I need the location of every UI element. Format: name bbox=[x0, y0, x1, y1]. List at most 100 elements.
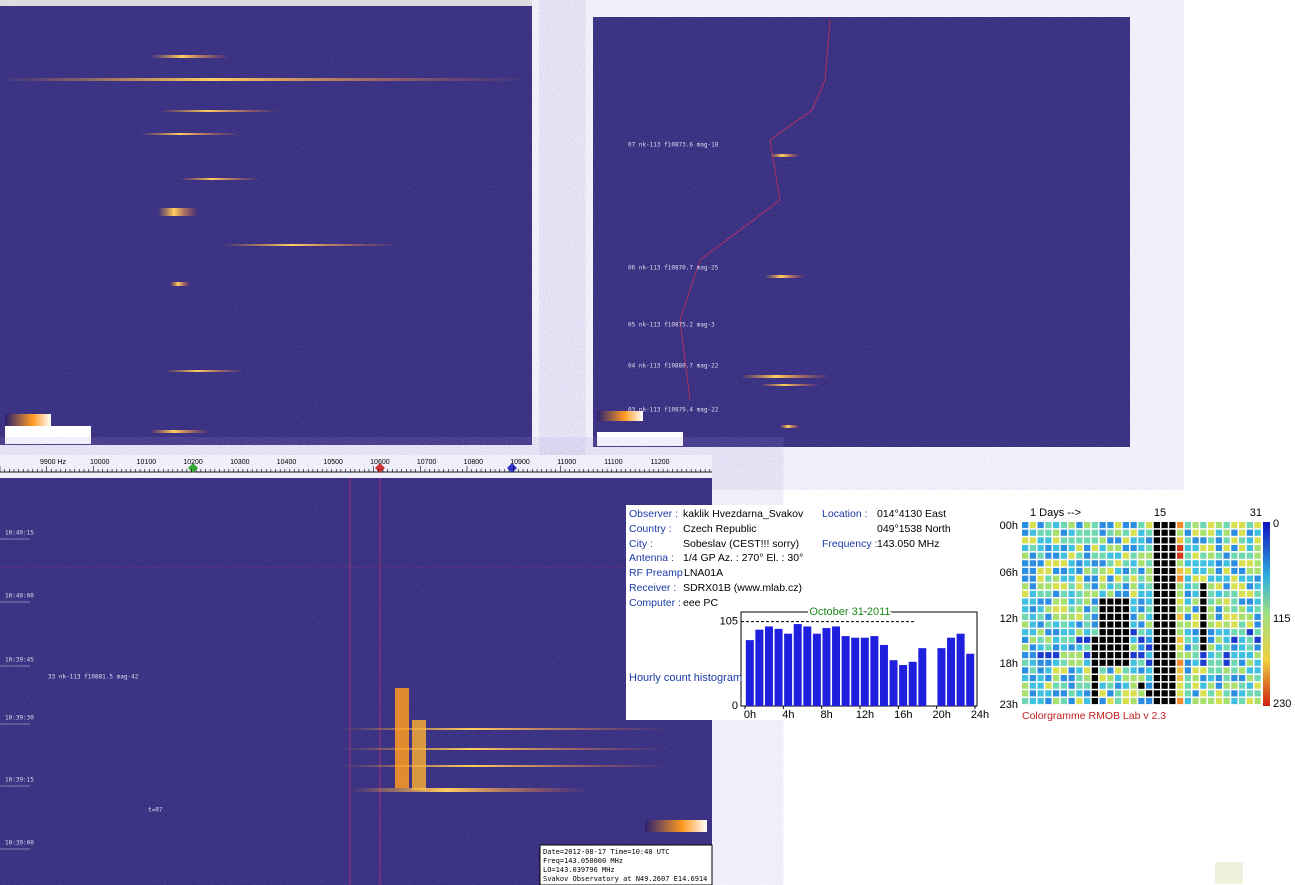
cell bbox=[1231, 660, 1237, 666]
cell bbox=[1061, 522, 1067, 528]
cell bbox=[1239, 690, 1245, 696]
footer-line: Date=2012-08-17 Time=10:40 UTC bbox=[543, 848, 669, 856]
cell bbox=[1208, 576, 1214, 582]
annotation: 07 nk-113 f10873.6 mag-18 bbox=[628, 142, 719, 149]
cell bbox=[1162, 522, 1168, 528]
annotation: 05 nk-113 f10875.2 mag-3 bbox=[628, 322, 715, 329]
cell bbox=[1216, 660, 1222, 666]
cell bbox=[1138, 568, 1144, 574]
annotation: 03 nk-113 f10879.4 mag-22 bbox=[628, 407, 719, 414]
cell bbox=[1131, 591, 1137, 597]
cell bbox=[1069, 537, 1075, 543]
field-value: 143.050 MHz bbox=[877, 538, 939, 550]
cell bbox=[1115, 660, 1121, 666]
cell bbox=[1092, 568, 1098, 574]
cell bbox=[1247, 698, 1253, 704]
cell bbox=[1131, 675, 1137, 681]
cell bbox=[1255, 568, 1261, 574]
time-label: 10:39:15 bbox=[5, 777, 34, 784]
cell bbox=[1255, 560, 1261, 566]
cell bbox=[1069, 629, 1075, 635]
bar bbox=[947, 638, 955, 706]
cell bbox=[1107, 614, 1113, 620]
cell bbox=[1069, 621, 1075, 627]
cell bbox=[1069, 683, 1075, 689]
cell bbox=[1107, 599, 1113, 605]
cell bbox=[1185, 614, 1191, 620]
cell bbox=[1185, 621, 1191, 627]
cell bbox=[1224, 683, 1230, 689]
cell bbox=[1076, 644, 1082, 650]
cell bbox=[1100, 660, 1106, 666]
cell bbox=[1045, 545, 1051, 551]
cell bbox=[1185, 606, 1191, 612]
cell bbox=[1100, 690, 1106, 696]
cell bbox=[1146, 652, 1152, 658]
cell bbox=[1146, 621, 1152, 627]
cell bbox=[1177, 591, 1183, 597]
cell bbox=[1131, 522, 1137, 528]
bar bbox=[813, 634, 821, 706]
cell bbox=[1138, 576, 1144, 582]
cell bbox=[1216, 667, 1222, 673]
cell bbox=[1193, 530, 1199, 536]
field-label: Frequency : bbox=[822, 538, 877, 550]
cell bbox=[1146, 568, 1152, 574]
cell bbox=[1115, 675, 1121, 681]
cell bbox=[1200, 621, 1206, 627]
cell bbox=[1100, 683, 1106, 689]
cell bbox=[1084, 560, 1090, 566]
cell bbox=[1100, 530, 1106, 536]
scale-label: 230 bbox=[1273, 698, 1291, 710]
cell bbox=[1177, 629, 1183, 635]
cell bbox=[1115, 629, 1121, 635]
cell bbox=[1069, 522, 1075, 528]
cell bbox=[1022, 560, 1028, 566]
field-value: kaklik Hvezdarna_Svakov bbox=[683, 508, 804, 520]
cell bbox=[1177, 690, 1183, 696]
cell bbox=[1247, 553, 1253, 559]
cell bbox=[1092, 690, 1098, 696]
noise bbox=[593, 17, 1130, 447]
cell bbox=[1193, 698, 1199, 704]
cell bbox=[1216, 545, 1222, 551]
time-label: 10:39:00 bbox=[5, 840, 34, 847]
field-label: Location : bbox=[822, 508, 868, 520]
cell bbox=[1208, 629, 1214, 635]
cell bbox=[1216, 629, 1222, 635]
cell bbox=[1138, 637, 1144, 643]
cell bbox=[1038, 545, 1044, 551]
noise bbox=[0, 0, 532, 445]
cell bbox=[1084, 599, 1090, 605]
cell bbox=[1239, 667, 1245, 673]
cell bbox=[1146, 629, 1152, 635]
cell bbox=[1154, 553, 1160, 559]
cell bbox=[1061, 629, 1067, 635]
cell bbox=[1100, 698, 1106, 704]
cell bbox=[1138, 675, 1144, 681]
cell bbox=[1162, 698, 1168, 704]
cell bbox=[1146, 614, 1152, 620]
cell bbox=[1045, 599, 1051, 605]
cell bbox=[1208, 545, 1214, 551]
cell bbox=[1177, 599, 1183, 605]
cell bbox=[1231, 606, 1237, 612]
cell bbox=[1216, 591, 1222, 597]
cell bbox=[1030, 629, 1036, 635]
cell bbox=[1169, 576, 1175, 582]
cell bbox=[1069, 599, 1075, 605]
cell bbox=[1154, 530, 1160, 536]
cell bbox=[1084, 568, 1090, 574]
cell bbox=[1138, 583, 1144, 589]
cell bbox=[1123, 553, 1129, 559]
cell bbox=[1231, 545, 1237, 551]
cell bbox=[1239, 614, 1245, 620]
cell bbox=[1022, 621, 1028, 627]
field-label: Computer : bbox=[629, 597, 681, 609]
cell bbox=[1193, 522, 1199, 528]
cell bbox=[1053, 568, 1059, 574]
cell bbox=[1200, 690, 1206, 696]
cell bbox=[1169, 583, 1175, 589]
cell bbox=[1200, 599, 1206, 605]
cell bbox=[1224, 637, 1230, 643]
